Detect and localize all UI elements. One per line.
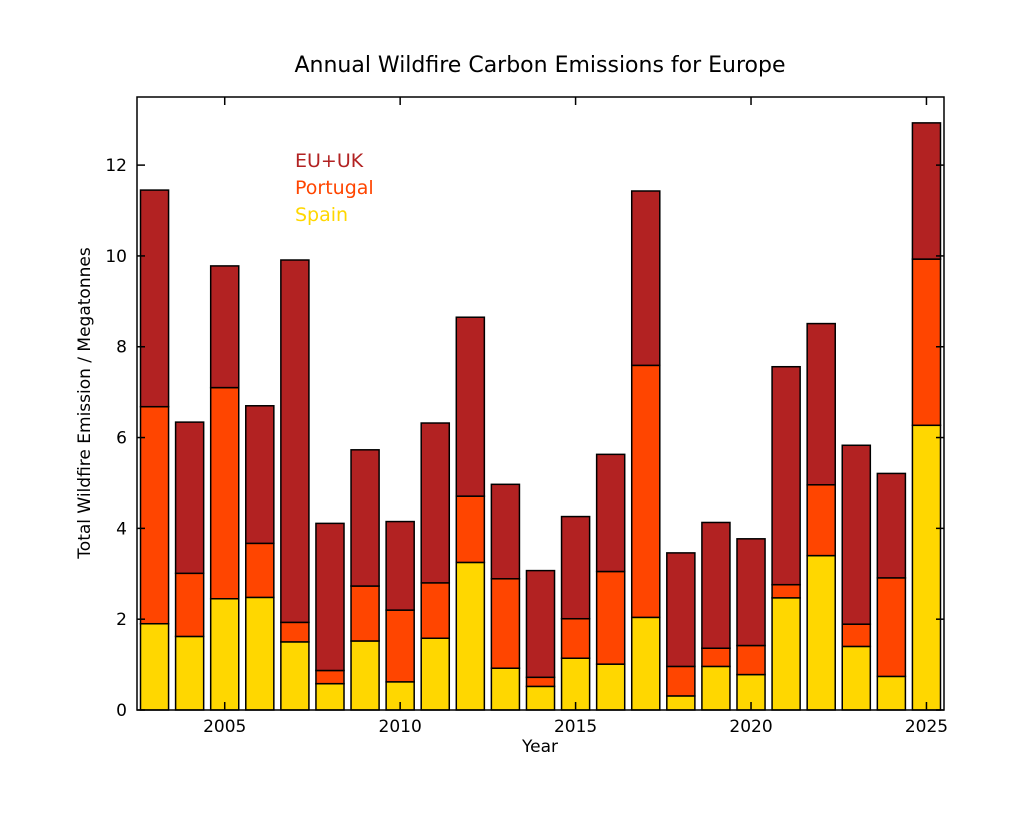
bar-portugal-2003 — [139, 405, 170, 625]
legend-entry-portugal: Portugal — [295, 177, 374, 199]
bar-eu-uk-2021 — [771, 365, 801, 586]
bar-portugal-2025 — [911, 258, 942, 427]
bar-spain-2014 — [525, 685, 556, 711]
bar-portugal-2021 — [771, 583, 801, 599]
ticks-layer: 2005 2010 2015 2020 2025 0 2 4 6 8 10 12 — [105, 97, 948, 737]
x-tick-label: 2015 — [554, 717, 597, 737]
bar-eu-uk-2023 — [841, 444, 872, 625]
bar-portugal-2023 — [841, 623, 872, 648]
x-axis-label: Year — [521, 737, 558, 757]
bar-eu-uk-2003 — [139, 189, 170, 408]
bar-portugal-2016 — [595, 570, 626, 665]
x-tick-label: 2005 — [203, 717, 246, 737]
bar-spain-2023 — [841, 645, 872, 711]
bar-eu-uk-2009 — [350, 449, 380, 587]
x-tick-label: 2025 — [905, 717, 948, 737]
bar-eu-uk-2022 — [806, 322, 836, 486]
bar-eu-uk-2019 — [701, 521, 731, 649]
bar-portugal-2018 — [666, 665, 696, 697]
y-tick-label: 4 — [116, 519, 127, 539]
x-tick-label: 2020 — [729, 717, 772, 737]
bar-eu-uk-2015 — [560, 515, 591, 620]
bar-spain-2021 — [771, 597, 801, 711]
bar-eu-uk-2013 — [490, 483, 521, 580]
bar-portugal-2014 — [525, 676, 556, 688]
bar-eu-uk-2025 — [911, 122, 942, 260]
bar-portugal-2020 — [736, 644, 766, 676]
bar-portugal-2013 — [490, 578, 521, 669]
bar-spain-2012 — [455, 561, 486, 711]
bar-spain-2013 — [490, 667, 521, 711]
bar-eu-uk-2006 — [245, 405, 275, 545]
bar-eu-uk-2010 — [385, 520, 415, 611]
bars-layer — [139, 122, 942, 711]
bar-portugal-2007 — [280, 621, 310, 643]
legend-entry-eu-uk: EU+UK — [295, 150, 364, 172]
y-tick-label: 6 — [116, 429, 127, 449]
bar-portugal-2012 — [455, 495, 486, 564]
bar-spain-2007 — [280, 641, 310, 711]
bar-eu-uk-2004 — [174, 421, 205, 575]
bar-spain-2008 — [315, 682, 345, 711]
bar-portugal-2006 — [245, 542, 275, 599]
bar-eu-uk-2018 — [666, 552, 696, 668]
bar-spain-2011 — [420, 637, 451, 711]
bar-spain-2019 — [701, 665, 731, 711]
bar-spain-2025 — [911, 424, 942, 711]
bar-portugal-2022 — [806, 484, 836, 557]
bar-spain-2005 — [209, 598, 240, 711]
bar-spain-2009 — [350, 640, 380, 711]
bar-eu-uk-2020 — [736, 538, 766, 647]
bar-spain-2018 — [666, 695, 696, 711]
bar-spain-2017 — [630, 616, 661, 711]
bar-portugal-2010 — [385, 609, 415, 683]
bar-portugal-2004 — [174, 572, 205, 638]
plot-frame — [136, 96, 945, 711]
bar-portugal-2017 — [630, 364, 661, 619]
x-tick-label: 2010 — [379, 717, 422, 737]
bar-portugal-2015 — [560, 617, 591, 659]
bar-spain-2006 — [245, 596, 275, 711]
bar-portugal-2019 — [701, 647, 731, 668]
bar-eu-uk-2005 — [209, 265, 240, 389]
bar-eu-uk-2012 — [455, 316, 486, 497]
bar-eu-uk-2024 — [876, 472, 907, 579]
bar-spain-2022 — [806, 554, 836, 711]
y-tick-label: 10 — [105, 247, 127, 267]
bar-eu-uk-2008 — [315, 522, 345, 672]
legend-entry-spain: Spain — [295, 204, 348, 226]
bar-spain-2003 — [139, 622, 170, 711]
bar-portugal-2011 — [420, 582, 451, 640]
bar-spain-2016 — [595, 663, 626, 711]
bar-eu-uk-2007 — [280, 259, 310, 624]
bar-portugal-2009 — [350, 585, 380, 642]
y-tick-label: 0 — [116, 701, 127, 721]
legend: EU+UK Portugal Spain — [295, 150, 374, 226]
bar-portugal-2024 — [876, 577, 907, 678]
bar-eu-uk-2011 — [420, 422, 451, 584]
y-axis-label: Total Wildfire Emission / Megatonnes — [75, 247, 95, 560]
bar-portugal-2008 — [315, 669, 345, 685]
chart-title: Annual Wildfire Carbon Emissions for Eur… — [294, 53, 785, 78]
bar-spain-2004 — [174, 635, 205, 711]
bar-eu-uk-2014 — [525, 569, 556, 679]
y-tick-label: 8 — [116, 338, 127, 358]
bar-eu-uk-2016 — [595, 453, 626, 573]
bar-eu-uk-2017 — [630, 190, 661, 367]
bar-portugal-2005 — [209, 386, 240, 600]
y-tick-label: 12 — [105, 156, 127, 176]
y-tick-label: 2 — [116, 610, 127, 630]
bar-spain-2024 — [876, 675, 907, 711]
